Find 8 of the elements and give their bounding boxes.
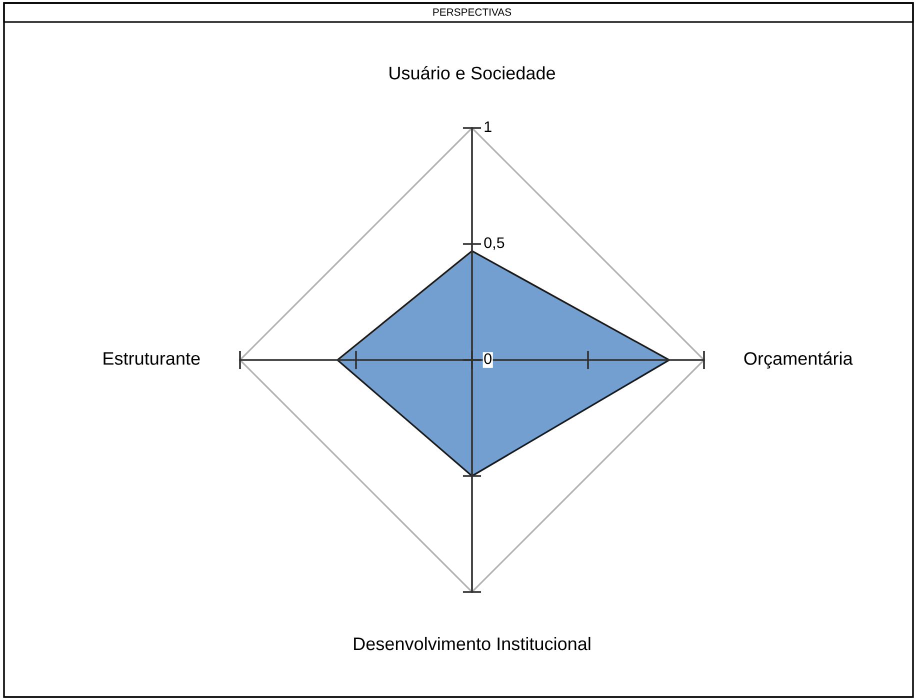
y-tick-label: 0 bbox=[484, 353, 492, 364]
y-tick-label: 1 bbox=[484, 121, 492, 132]
chart-title: PERSPECTIVAS bbox=[433, 8, 512, 16]
spoke-label: Estruturante bbox=[104, 352, 200, 365]
spoke-label: Usuário e Sociedade bbox=[390, 66, 556, 80]
spoke-label: Desenvolvimento Institucional bbox=[354, 636, 590, 650]
y-tick-label: 0,5 bbox=[484, 237, 504, 250]
spoke-label: Orçamentária bbox=[744, 351, 853, 369]
